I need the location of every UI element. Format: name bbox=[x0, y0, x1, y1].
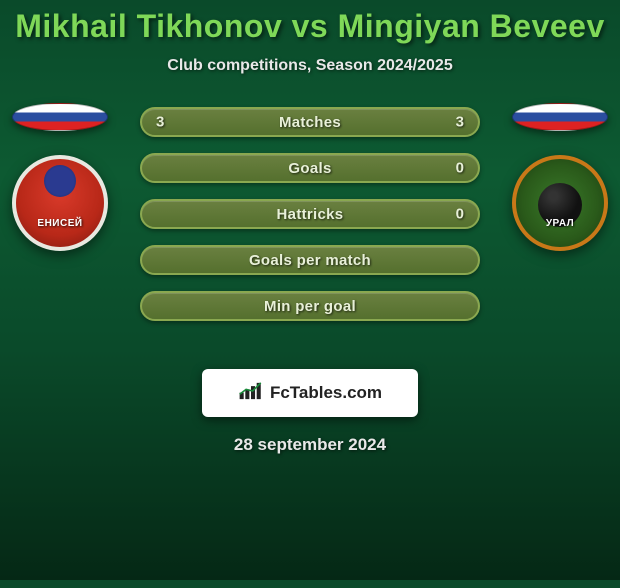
page-title: Mikhail Tikhonov vs Mingiyan Beveev bbox=[0, 8, 620, 45]
stat-label: Goals bbox=[288, 160, 331, 177]
stat-row-min-per-goal: Min per goal bbox=[140, 291, 480, 321]
right-player-column: УРАЛ bbox=[512, 103, 608, 251]
stat-label: Hattricks bbox=[277, 206, 344, 223]
stat-row-matches: 3 Matches 3 bbox=[140, 107, 480, 137]
left-club-label: ЕНИСЕЙ bbox=[37, 218, 82, 229]
brand-chart-icon bbox=[238, 381, 264, 406]
stat-rows: 3 Matches 3 Goals 0 Hattricks 0 Goals pe… bbox=[140, 107, 480, 321]
right-club-label: УРАЛ bbox=[546, 218, 574, 229]
stat-row-goals-per-match: Goals per match bbox=[140, 245, 480, 275]
stat-row-hattricks: Hattricks 0 bbox=[140, 199, 480, 229]
stat-label: Goals per match bbox=[249, 252, 371, 269]
right-club-crest-icon: УРАЛ bbox=[512, 155, 608, 251]
stat-right-value: 0 bbox=[456, 206, 464, 223]
stat-left-value: 3 bbox=[156, 114, 164, 131]
right-country-flag-icon bbox=[512, 103, 608, 131]
stat-label: Matches bbox=[279, 114, 341, 131]
subtitle: Club competitions, Season 2024/2025 bbox=[0, 57, 620, 75]
left-club-crest-icon: ЕНИСЕЙ bbox=[12, 155, 108, 251]
stat-right-value: 3 bbox=[456, 114, 464, 131]
comparison-arena: ЕНИСЕЙ УРАЛ 3 Matches 3 Goals 0 Hattrick… bbox=[0, 103, 620, 363]
brand-badge[interactable]: FcTables.com bbox=[202, 369, 418, 417]
left-country-flag-icon bbox=[12, 103, 108, 131]
stat-row-goals: Goals 0 bbox=[140, 153, 480, 183]
stat-right-value: 0 bbox=[456, 160, 464, 177]
footer-date: 28 september 2024 bbox=[0, 435, 620, 455]
stat-label: Min per goal bbox=[264, 298, 356, 315]
left-player-column: ЕНИСЕЙ bbox=[12, 103, 108, 251]
brand-text: FcTables.com bbox=[270, 383, 382, 403]
